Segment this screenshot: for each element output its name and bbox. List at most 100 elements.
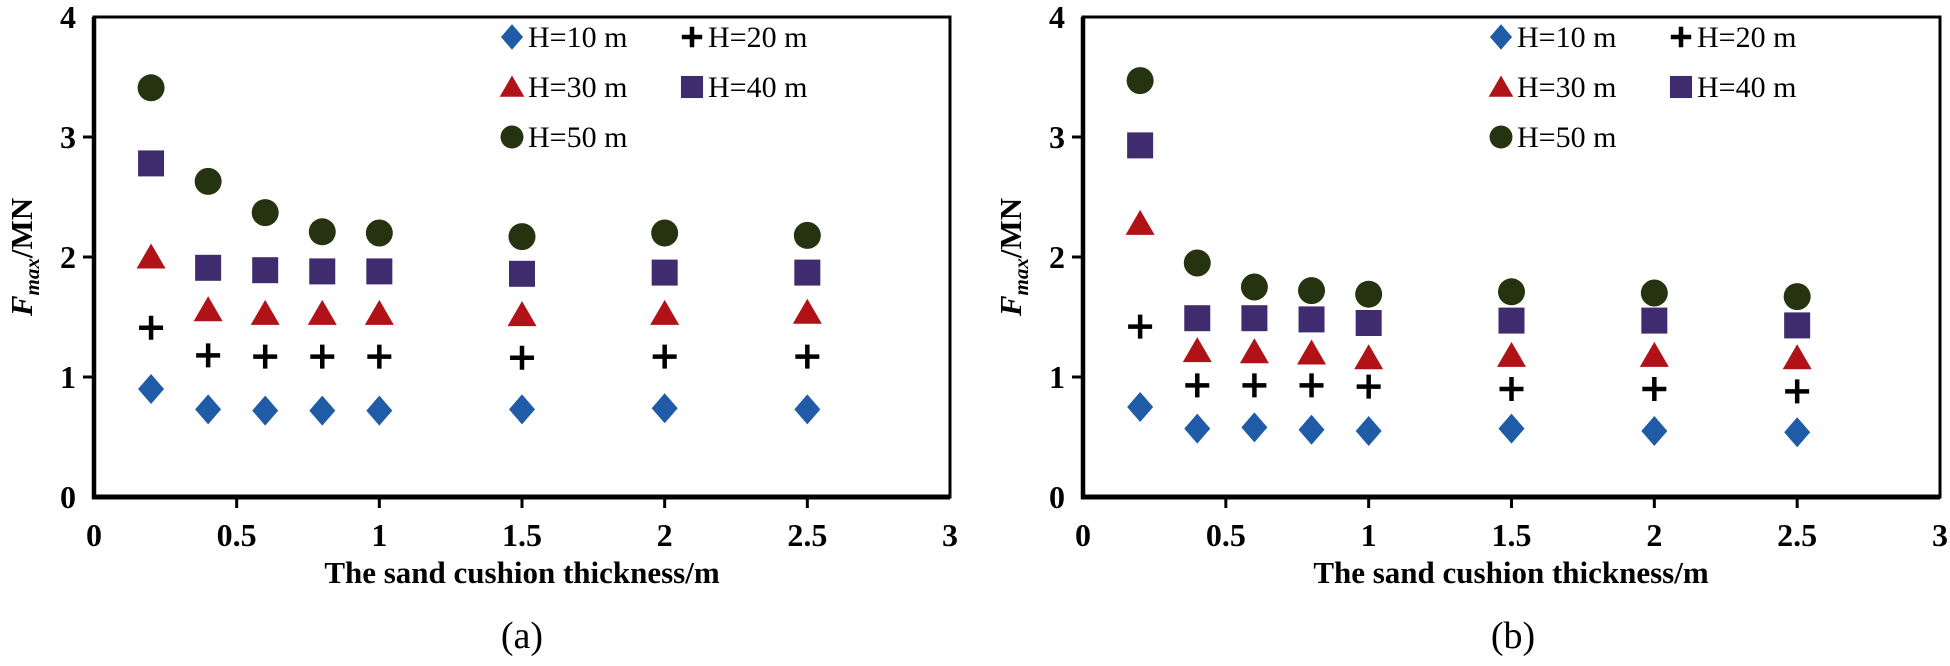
data-point-plus-icon xyxy=(196,343,221,368)
data-point-plus-icon xyxy=(652,344,677,369)
ylabel-subscript: max xyxy=(20,258,44,295)
data-point-triangle-icon xyxy=(136,243,166,269)
data-point-plus-icon xyxy=(1785,379,1810,404)
charts-layer: 0 1 2 3 4 0 0.5 1 1.5 2 2.5 3 H=10 m H=20 m H=30 m H=40… xyxy=(60,0,1948,553)
data-point-triangle-icon xyxy=(307,299,337,325)
data-point-plus-icon xyxy=(1242,373,1267,398)
series-b-triangle xyxy=(1125,209,1812,370)
x-axis-title-a: The sand cushion thickness/m xyxy=(324,555,720,590)
data-point-circle-icon xyxy=(194,167,222,195)
y-axis-title-b: Fmax/MN xyxy=(993,198,1033,317)
legend-marker-plus-icon xyxy=(681,26,703,48)
x-tick-label-a: 0.5 xyxy=(217,517,257,553)
data-point-plus-icon xyxy=(367,344,392,369)
series-b-circle xyxy=(1126,67,1811,311)
legend-b: H=10 m H=20 m H=30 m H=40 m H=50 m xyxy=(1488,21,1796,154)
ylabel-subscript: max xyxy=(1009,258,1033,295)
data-point-plus-icon xyxy=(1185,373,1210,398)
data-point-circle-icon xyxy=(1355,280,1383,308)
x-tick-label-b: 2 xyxy=(1646,517,1662,553)
data-point-circle-icon xyxy=(1126,67,1154,95)
series-b-square xyxy=(1127,132,1811,339)
data-point-diamond-icon xyxy=(1498,413,1525,444)
legend-label-a: H=40 m xyxy=(708,71,807,104)
data-point-diamond-icon xyxy=(138,374,165,404)
data-point-square-icon xyxy=(1241,305,1268,332)
data-point-triangle-icon xyxy=(1497,341,1526,367)
series-a-diamond xyxy=(138,374,821,426)
data-point-plus-icon xyxy=(1356,374,1381,399)
series-a-square xyxy=(138,150,821,287)
series-b-plus xyxy=(1128,314,1810,404)
data-point-square-icon xyxy=(1498,307,1525,334)
data-point-diamond-icon xyxy=(1355,416,1382,446)
plot-border-a xyxy=(92,15,952,499)
data-point-square-icon xyxy=(1784,312,1811,339)
data-point-square-icon xyxy=(195,254,222,281)
data-point-square-icon xyxy=(366,258,393,285)
legend-marker-diamond-icon xyxy=(1489,24,1513,50)
data-point-diamond-icon xyxy=(1298,414,1325,445)
data-point-square-icon xyxy=(252,257,279,284)
data-point-circle-icon xyxy=(651,219,679,247)
y-tick-label-b: 3 xyxy=(1049,119,1065,155)
data-point-diamond-icon xyxy=(195,394,222,425)
ylabel-unit: /MN xyxy=(993,198,1028,259)
data-point-diamond-icon xyxy=(1127,392,1154,422)
legend-marker-circle-icon xyxy=(500,125,524,149)
data-point-circle-icon xyxy=(251,199,279,227)
y-tick-label-a: 3 xyxy=(60,119,76,155)
data-point-diamond-icon xyxy=(1784,417,1811,448)
data-point-circle-icon xyxy=(137,74,165,102)
x-tick-label-b: 1.5 xyxy=(1492,517,1532,553)
legend-label-a: H=50 m xyxy=(528,121,627,154)
legend-label-a: H=10 m xyxy=(528,21,627,54)
data-point-diamond-icon xyxy=(252,395,279,426)
data-point-triangle-icon xyxy=(1639,341,1669,367)
ylabel-symbol: F xyxy=(993,295,1028,317)
data-point-plus-icon xyxy=(1128,314,1153,339)
data-point-square-icon xyxy=(309,258,336,285)
y-tick-label-b: 4 xyxy=(1049,0,1065,35)
data-point-triangle-icon xyxy=(1182,337,1212,363)
x-tick-label-a: 0 xyxy=(86,517,102,553)
legend-label-a: H=20 m xyxy=(708,21,807,54)
data-point-plus-icon xyxy=(1499,377,1524,401)
legend-label-b: H=20 m xyxy=(1697,21,1796,54)
data-point-triangle-icon xyxy=(1354,344,1384,370)
caption-a: (a) xyxy=(501,615,543,657)
y-tick-label-a: 2 xyxy=(60,239,76,275)
data-point-triangle-icon xyxy=(364,299,394,325)
x-tick-label-b: 0 xyxy=(1075,517,1091,553)
data-point-circle-icon xyxy=(1498,278,1525,306)
data-point-plus-icon xyxy=(1299,373,1324,398)
legend-marker-square-icon xyxy=(1669,75,1693,99)
x-tick-label-a: 3 xyxy=(942,517,958,553)
legend-label-b: H=10 m xyxy=(1517,21,1616,54)
x-tick-label-b: 3 xyxy=(1932,517,1948,553)
y-tick-label-a: 1 xyxy=(60,359,76,395)
legend-label-a: H=30 m xyxy=(528,71,627,104)
x-tick-label-a: 1.5 xyxy=(502,517,542,553)
data-point-triangle-icon xyxy=(193,296,223,322)
series-a-circle xyxy=(137,74,821,251)
x-tick-label-a: 2 xyxy=(657,517,673,553)
data-point-triangle-icon xyxy=(650,299,680,325)
data-point-square-icon xyxy=(509,260,535,287)
legend-marker-square-icon xyxy=(680,75,704,99)
legend-label-b: H=30 m xyxy=(1517,71,1616,104)
x-tick-label-a: 2.5 xyxy=(787,517,827,553)
data-point-circle-icon xyxy=(365,219,393,247)
data-point-triangle-icon xyxy=(1782,344,1812,370)
data-point-diamond-icon xyxy=(1241,412,1268,443)
y-tick-label-a: 4 xyxy=(60,0,76,35)
data-point-diamond-icon xyxy=(794,394,821,425)
data-point-diamond-icon xyxy=(1641,416,1668,446)
data-point-circle-icon xyxy=(308,218,336,246)
chart-a: 0 1 2 3 4 0 0.5 1 1.5 2 2.5 3 H=10 m H=20 m H=30 m H=40… xyxy=(60,0,958,553)
data-point-square-icon xyxy=(1127,132,1154,159)
data-point-plus-icon xyxy=(139,315,164,340)
data-point-circle-icon xyxy=(793,221,821,249)
